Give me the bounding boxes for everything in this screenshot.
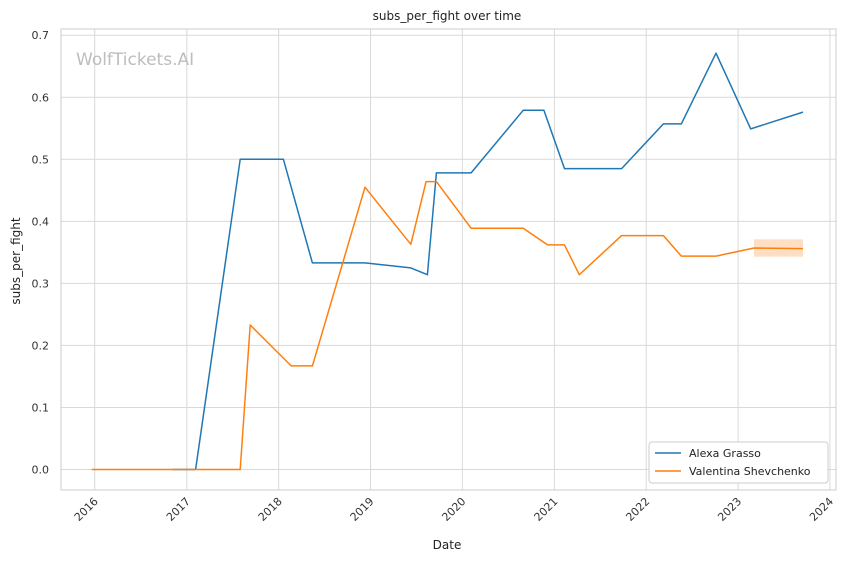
y-tick-labels: 0.0 0.1 0.2 0.3 0.4 0.5 0.6 0.7 — [32, 29, 50, 476]
legend-label-alexa-grasso: Alexa Grasso — [689, 447, 761, 460]
y-tick-label: 0.4 — [32, 215, 50, 228]
y-tick-label: 0.5 — [32, 153, 50, 166]
x-tick-label: 2018 — [256, 495, 285, 524]
x-tick-label: 2017 — [164, 495, 193, 524]
x-tick-label: 2023 — [715, 495, 744, 524]
legend-box — [648, 441, 829, 484]
x-axis-label: Date — [433, 538, 462, 552]
x-tick-label: 2020 — [439, 495, 468, 524]
y-tick-label: 0.7 — [32, 29, 50, 42]
x-tick-label: 2024 — [807, 495, 836, 524]
legend-label-valentina-shevchenko: Valentina Shevchenko — [689, 465, 811, 478]
watermark: WolfTickets.AI — [76, 50, 194, 70]
plot-frame — [60, 28, 837, 491]
y-tick-label: 0.0 — [32, 464, 50, 477]
x-tick-label: 2021 — [532, 495, 561, 524]
x-tick-label: 2019 — [348, 495, 377, 524]
y-tick-label: 0.2 — [32, 339, 50, 352]
grid — [61, 29, 836, 490]
series-lines — [91, 52, 804, 471]
y-tick-label: 0.6 — [32, 91, 50, 104]
y-axis-label: subs_per_fight — [9, 217, 23, 304]
legend: Alexa Grasso Valentina Shevchenko — [648, 441, 829, 484]
x-tick-label: 2022 — [623, 495, 652, 524]
y-tick-label: 0.3 — [32, 277, 50, 290]
series-line — [172, 52, 804, 471]
x-tick-label: 2016 — [72, 495, 101, 524]
y-tick-label: 0.1 — [32, 401, 50, 414]
chart-title: subs_per_fight over time — [373, 9, 522, 23]
x-tick-labels: 2016 2017 2018 2019 2020 2021 2022 2023 2024 — [72, 495, 836, 524]
series-line — [91, 180, 804, 471]
